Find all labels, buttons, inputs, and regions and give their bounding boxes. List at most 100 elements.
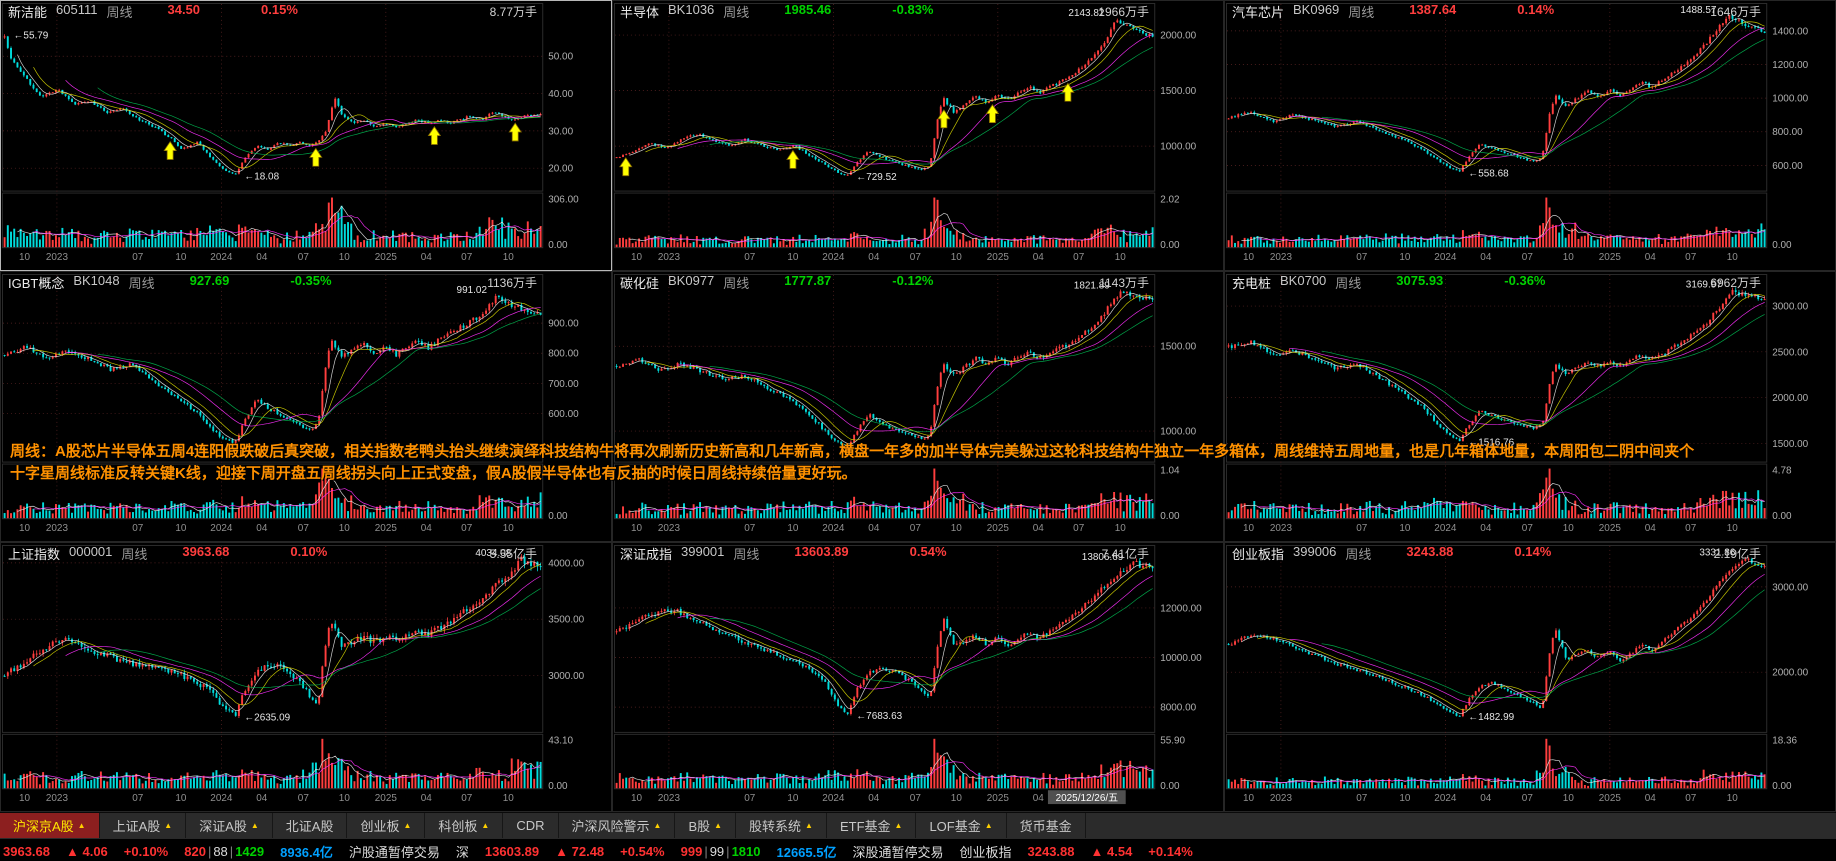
svg-text:10: 10 xyxy=(951,793,963,804)
status-value: 820 xyxy=(184,843,206,859)
sort-arrow-icon: ▲ xyxy=(164,820,173,830)
instrument-name: 汽车芯片 xyxy=(1232,5,1285,20)
svg-text:2000.00: 2000.00 xyxy=(1772,393,1808,404)
svg-text:10: 10 xyxy=(631,252,643,263)
svg-text:04: 04 xyxy=(421,252,433,263)
status-value: 1429 xyxy=(235,843,265,859)
instrument-code: 399006 xyxy=(1293,544,1337,559)
chart-panel[interactable]: 1500.00 1000.00 1821.89 1.04 0.00 10 2023 07 10 2… xyxy=(612,271,1224,542)
market-tab[interactable]: CDR xyxy=(503,813,559,838)
instrument-name: 创业板指 xyxy=(1232,547,1285,562)
svg-text:←55.79: ←55.79 xyxy=(13,31,48,42)
market-tab[interactable]: 科创板 ▲ xyxy=(425,813,504,838)
sort-arrow-icon: ▲ xyxy=(481,820,490,830)
svg-text:3000.00: 3000.00 xyxy=(1772,582,1808,593)
market-tab[interactable]: 创业板 ▲ xyxy=(347,813,426,838)
svg-text:10: 10 xyxy=(631,523,643,534)
last-price: 927.69 xyxy=(189,273,230,288)
market-tab[interactable]: ETF基金 ▲ xyxy=(827,813,917,838)
svg-text:07: 07 xyxy=(1073,252,1085,263)
chart-header: 碳化硅 BK0977 周线 1777.87 -0.12% xyxy=(620,273,934,292)
market-tab[interactable]: 沪深京A股 ▲ xyxy=(0,813,100,838)
svg-text:04: 04 xyxy=(1033,523,1045,534)
market-tab[interactable]: 上证A股 ▲ xyxy=(100,813,187,838)
status-value: 3243.88 xyxy=(1027,843,1075,859)
svg-text:07: 07 xyxy=(910,793,922,804)
svg-text:4000.00: 4000.00 xyxy=(548,558,584,569)
svg-text:07: 07 xyxy=(744,793,756,804)
sort-arrow-icon: ▲ xyxy=(250,820,259,830)
svg-text:2024: 2024 xyxy=(210,793,233,804)
period-label: 周线 xyxy=(121,547,148,562)
svg-text:07: 07 xyxy=(910,523,922,534)
svg-text:3500.00: 3500.00 xyxy=(548,615,584,626)
svg-text:3331.86: 3331.86 xyxy=(1699,548,1735,559)
chart-panel[interactable]: 3000.00 2500.00 2000.00 1500.00 3169.97 ←1516… xyxy=(1224,271,1836,542)
svg-text:2500.00: 2500.00 xyxy=(1772,347,1808,358)
chart-panel[interactable]: 12000.00 10000.00 8000.00 13806.69 ←7683.63 5… xyxy=(612,542,1224,812)
svg-text:07: 07 xyxy=(132,523,144,534)
svg-text:07: 07 xyxy=(132,252,144,263)
candlestick-chart: 12000.00 10000.00 8000.00 13806.69 ←7683.63 5… xyxy=(613,544,1202,804)
svg-text:07: 07 xyxy=(298,793,310,804)
svg-text:2023: 2023 xyxy=(1270,252,1293,263)
chart-panel[interactable]: 4000.00 3500.00 3000.00 4034.08 ←2635.09 43.1… xyxy=(0,542,612,812)
svg-text:40.00: 40.00 xyxy=(548,89,573,100)
change-percent: 0.54% xyxy=(909,544,947,559)
market-tab[interactable]: 北证A股 xyxy=(273,813,348,838)
svg-text:2025: 2025 xyxy=(375,793,398,804)
svg-text:2024: 2024 xyxy=(210,252,233,263)
svg-text:10: 10 xyxy=(175,252,187,263)
status-value: | xyxy=(229,843,234,859)
svg-text:2023: 2023 xyxy=(1270,793,1293,804)
period-label: 周线 xyxy=(1348,5,1375,20)
tab-label: CDR xyxy=(516,818,545,833)
svg-text:0.00: 0.00 xyxy=(1772,781,1792,792)
candlestick-chart: 1500.00 1000.00 1821.89 1.04 0.00 10 2023 07 10 2… xyxy=(613,273,1197,534)
status-value: 12665.5亿 xyxy=(776,844,837,860)
svg-text:2024: 2024 xyxy=(1434,793,1457,804)
status-value: ▲ 72.48 xyxy=(555,843,605,859)
chart-panel[interactable]: 900.00 800.00 700.00 600.00 991.02 0.00 10 2023… xyxy=(0,271,612,542)
market-tab[interactable]: 货币基金 xyxy=(1007,813,1086,838)
market-tab[interactable]: 深证A股 ▲ xyxy=(186,813,273,838)
last-price: 1387.64 xyxy=(1409,2,1457,17)
candlestick-chart: 1400.00 1200.00 1000.00 800.00 600.00 1488.57… xyxy=(1225,2,1809,263)
chart-panel[interactable]: 2000.00 1500.00 1000.00 2143.82 ←729.52 2.02 0… xyxy=(612,0,1224,271)
svg-text:0.00: 0.00 xyxy=(548,781,568,792)
chart-panel[interactable]: 3000.00 2000.00 3331.86 ←1482.99 18.36 0.00 10… xyxy=(1224,542,1836,812)
market-tab[interactable]: LOF基金 ▲ xyxy=(916,813,1007,838)
svg-text:0.00: 0.00 xyxy=(1772,511,1792,522)
svg-text:1821.89: 1821.89 xyxy=(1074,281,1110,292)
status-value: 8936.4亿 xyxy=(280,844,333,860)
market-tab[interactable]: 沪深风险警示 ▲ xyxy=(559,813,676,838)
svg-text:04: 04 xyxy=(256,793,268,804)
status-value: +0.14% xyxy=(1148,843,1193,859)
svg-text:30.00: 30.00 xyxy=(548,126,573,137)
market-tab[interactable]: B股 ▲ xyxy=(675,813,737,838)
chart-panel[interactable]: 1400.00 1200.00 1000.00 800.00 600.00 1488.57… xyxy=(1224,0,1836,271)
svg-text:10: 10 xyxy=(19,523,31,534)
svg-text:2025: 2025 xyxy=(987,523,1010,534)
chart-header: 充电桩 BK0700 周线 3075.93 -0.36% xyxy=(1232,273,1546,292)
chart-header: 深证成指 399001 周线 13603.89 0.54% xyxy=(620,544,947,563)
svg-text:10: 10 xyxy=(1243,793,1255,804)
volume-label: 1966万手 xyxy=(1098,5,1149,19)
candlestick-chart: 50.00 40.00 30.00 20.00 ←55.79 ←18.08 306.00 0.… xyxy=(1,2,579,263)
svg-text:10: 10 xyxy=(951,523,963,534)
instrument-code: 000001 xyxy=(69,544,113,559)
svg-text:04: 04 xyxy=(421,793,433,804)
status-value: 深股通暂停交易 xyxy=(852,844,944,860)
svg-text:←1482.99: ←1482.99 xyxy=(1468,712,1514,723)
volume-label: 1136万手 xyxy=(487,276,537,290)
volume-label: 7.41亿手 xyxy=(1101,547,1149,561)
change-percent: 0.14% xyxy=(1517,2,1555,17)
instrument-name: 半导体 xyxy=(620,5,660,20)
chart-panel[interactable]: 50.00 40.00 30.00 20.00 ←55.79 ←18.08 306.00 0.… xyxy=(0,0,612,271)
svg-text:0.00: 0.00 xyxy=(1772,240,1792,251)
market-tab[interactable]: 股转系统 ▲ xyxy=(736,813,827,838)
svg-text:3000.00: 3000.00 xyxy=(548,671,584,682)
svg-text:04: 04 xyxy=(868,523,880,534)
svg-text:10: 10 xyxy=(1727,793,1739,804)
svg-text:10: 10 xyxy=(1563,793,1575,804)
